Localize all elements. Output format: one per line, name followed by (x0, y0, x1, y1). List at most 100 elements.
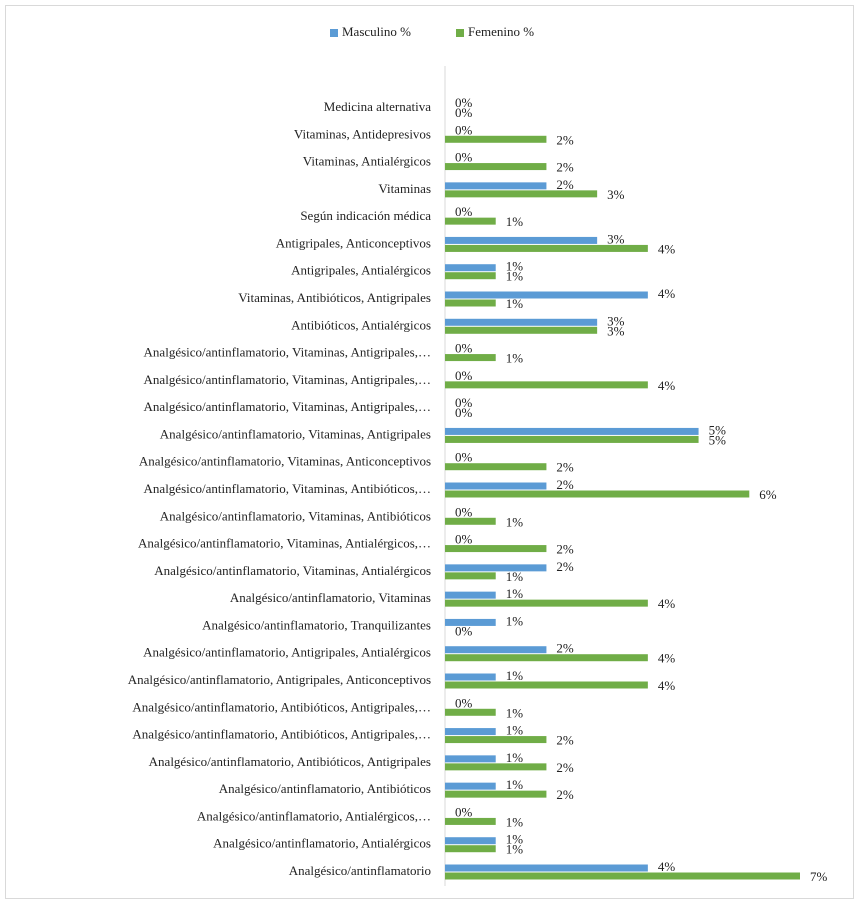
data-label: 1% (506, 842, 524, 857)
data-label: 7% (810, 869, 828, 884)
bar (445, 272, 496, 280)
bar (445, 790, 547, 798)
category-label: Analgésico/antinflamatorio, Vitaminas, A… (144, 345, 431, 360)
bar (445, 564, 547, 572)
data-label: 1% (506, 814, 524, 829)
category-label: Analgésico/antinflamatorio, Vitaminas, A… (154, 563, 431, 578)
bar (445, 182, 547, 190)
bar (445, 244, 648, 252)
bar (445, 763, 547, 771)
bar (445, 190, 598, 198)
legend-label: Femenino % (468, 24, 534, 39)
data-label: 0% (455, 405, 473, 420)
bar (445, 673, 496, 681)
bar (445, 163, 547, 171)
data-label: 0% (455, 150, 473, 165)
bar (445, 381, 648, 389)
category-label: Analgésico/antinflamatorio, Antialérgico… (213, 836, 431, 851)
category-label: Vitaminas, Antialérgicos (303, 154, 431, 169)
data-label: 0% (455, 122, 473, 137)
bar (445, 708, 496, 716)
data-label: 3% (607, 231, 625, 246)
category-label: Analgésico/antinflamatorio, Antibióticos… (149, 754, 431, 769)
data-label: 5% (709, 422, 727, 437)
data-label: 1% (506, 269, 524, 284)
bar (445, 517, 496, 525)
category-label: Analgésico/antinflamatorio, Antibióticos… (132, 727, 431, 742)
data-label: 1% (506, 723, 524, 738)
bar (445, 736, 547, 744)
bar (445, 326, 598, 334)
data-label: 1% (506, 777, 524, 792)
category-label: Analgésico/antinflamatorio, Vitaminas, A… (138, 536, 431, 551)
data-label: 1% (506, 214, 524, 229)
bar (445, 490, 750, 498)
category-label: Analgésico/antinflamatorio, Vitaminas, A… (144, 481, 431, 496)
data-label: 2% (556, 460, 574, 475)
category-label: Vitaminas, Antidepresivos (294, 126, 431, 141)
data-label: 4% (658, 286, 676, 301)
data-label: 2% (556, 641, 574, 656)
category-label: Antibióticos, Antialérgicos (291, 317, 431, 332)
category-label: Analgésico/antinflamatorio, Vitaminas, A… (144, 372, 431, 387)
bar (445, 845, 496, 853)
data-label: 0% (455, 804, 473, 819)
data-label: 4% (658, 241, 676, 256)
data-label: 1% (506, 668, 524, 683)
data-label: 4% (658, 678, 676, 693)
bar (445, 217, 496, 225)
data-label: 2% (556, 160, 574, 175)
category-label: Según indicación médica (300, 208, 431, 223)
data-label: 3% (607, 187, 625, 202)
data-label: 1% (506, 259, 524, 274)
bar (445, 135, 547, 143)
chart-frame (5, 5, 854, 899)
category-label: Analgésico/antinflamatorio, Vitaminas (230, 590, 431, 605)
bar (445, 545, 547, 553)
bar (445, 572, 496, 580)
category-label: Antigripales, Antialérgicos (291, 263, 431, 278)
data-label: 1% (506, 750, 524, 765)
data-label: 6% (759, 487, 777, 502)
data-label: 0% (455, 341, 473, 356)
data-label: 2% (556, 542, 574, 557)
data-label: 1% (506, 613, 524, 628)
data-label: 0% (455, 368, 473, 383)
data-label: 2% (556, 477, 574, 492)
bar (445, 755, 496, 763)
category-label: Analgésico/antinflamatorio, Antigripales… (128, 672, 431, 687)
data-label: 1% (506, 586, 524, 601)
bar (445, 291, 648, 299)
data-label: 4% (658, 378, 676, 393)
data-label: 0% (455, 95, 473, 110)
bar (445, 354, 496, 362)
legend-swatch (330, 29, 338, 37)
category-label: Medicina alternativa (324, 99, 431, 114)
bar (445, 299, 496, 307)
bar (445, 817, 496, 825)
data-label: 2% (556, 787, 574, 802)
data-label: 0% (455, 623, 473, 638)
category-label: Analgésico/antinflamatorio, Vitaminas, A… (144, 399, 431, 414)
data-label: 0% (455, 695, 473, 710)
data-label: 1% (506, 569, 524, 584)
bar (445, 435, 699, 443)
data-label: 0% (455, 504, 473, 519)
bar (445, 837, 496, 845)
bar (445, 591, 496, 599)
bar (445, 646, 547, 654)
category-label: Analgésico/antinflamatorio (289, 863, 431, 878)
legend-label: Masculino % (342, 24, 411, 39)
data-label: 1% (506, 705, 524, 720)
category-label: Vitaminas, Antibióticos, Antigripales (238, 290, 431, 305)
bar (445, 654, 648, 662)
bar (445, 728, 496, 736)
bar (445, 236, 598, 244)
bar (445, 427, 699, 435)
bar (445, 463, 547, 471)
bar (445, 599, 648, 607)
category-label: Antigripales, Anticonceptivos (276, 235, 431, 250)
data-label: 4% (658, 651, 676, 666)
legend-swatch (456, 29, 464, 37)
